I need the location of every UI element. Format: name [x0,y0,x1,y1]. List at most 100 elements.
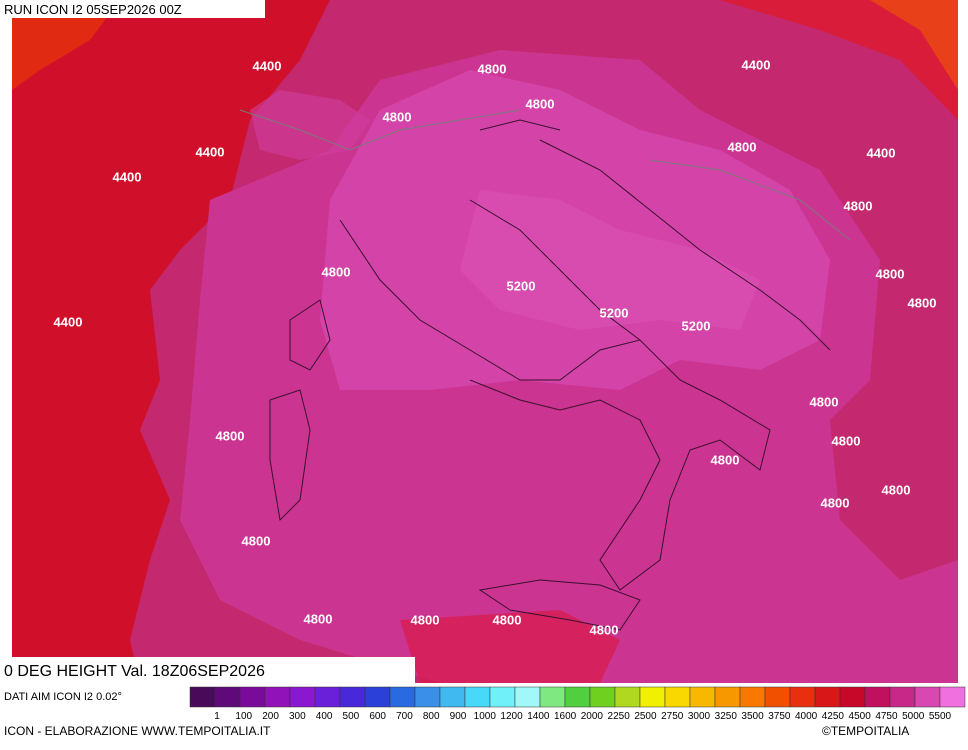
contour-label: 5200 [507,278,536,293]
legend-swatch [864,686,891,708]
legend-swatch [214,686,241,708]
map-title: 0 DEG HEIGHT Val. 18Z06SEP2026 [4,663,265,680]
orange-region-ne [870,0,958,90]
legend-swatch [664,686,691,708]
legend-label: 5000 [902,711,925,722]
legend-label: 300 [289,711,306,722]
legend-swatch [639,686,666,708]
alps-region [250,90,370,160]
legend-label: 3500 [741,711,764,722]
contour-label: 4800 [216,428,245,443]
light-pink-region [460,190,760,330]
legend-label: 900 [450,711,467,722]
footer-right: ©TEMPOITALIA [822,724,909,738]
legend-label: 1 [214,711,220,722]
contour-label: 4800 [844,198,873,213]
contour-label: 4800 [728,139,757,154]
legend-swatch [414,686,441,708]
contour-label: 4400 [867,145,896,160]
legend-swatch [914,686,941,708]
contour-label: 4800 [242,533,271,548]
contour-label: 5200 [682,318,711,333]
legend-swatch [264,686,291,708]
legend-label: 2250 [608,711,631,722]
contour-label: 4800 [411,612,440,627]
contour-label: 4800 [821,495,850,510]
legend-swatch [539,686,566,708]
legend-swatch [589,686,616,708]
legend-swatch [364,686,391,708]
legend-label: 200 [262,711,279,722]
legend-caption: DATI AIM ICON I2 0.02° [4,691,122,703]
contour-label: 5200 [600,305,629,320]
run-label: RUN ICON I2 05SEP2026 00Z [4,2,182,17]
legend-label: 1400 [527,711,550,722]
orange-region [12,0,120,90]
legend-label: 3000 [688,711,711,722]
legend-swatch [614,686,641,708]
legend-swatch [764,686,791,708]
contour-label: 4400 [742,57,771,72]
legend-swatch [789,686,816,708]
legend-swatch [814,686,841,708]
borders [239,109,851,241]
legend-swatch [714,686,741,708]
legend-label: 100 [235,711,252,722]
contour-label: 4800 [908,295,937,310]
legend-label: 500 [343,711,360,722]
contour-label: 4800 [832,433,861,448]
legend-label: 600 [369,711,386,722]
red-region-ne [720,0,958,120]
legend-label: 4750 [875,711,898,722]
contour-label: 4400 [196,144,225,159]
legend-swatch [889,686,916,708]
legend-swatch [489,686,516,708]
red-south [400,610,620,683]
legend-label: 400 [316,711,333,722]
contour-label: 4400 [113,169,142,184]
legend-swatch [289,686,316,708]
contour-label: 4800 [590,622,619,637]
contour-label: 4400 [54,314,83,329]
contour-label: 4800 [526,96,555,111]
title-box [0,657,415,683]
legend-label: 1600 [554,711,577,722]
legend-swatch [939,686,966,708]
coastlines [269,119,831,631]
legend-label: 1200 [500,711,523,722]
contour-label: 4800 [711,452,740,467]
contour-label: 4800 [383,109,412,124]
contour-label: 4400 [253,58,282,73]
legend-swatch [689,686,716,708]
legend-label: 4250 [822,711,845,722]
legend-swatch [564,686,591,708]
legend-swatch [339,686,366,708]
legend-swatch [514,686,541,708]
legend-label: 2000 [581,711,604,722]
contour-label: 4800 [876,266,905,281]
legend-label: 700 [396,711,413,722]
legend-label: 3250 [715,711,738,722]
contour-label: 4800 [810,394,839,409]
legend-label: 4500 [849,711,872,722]
legend-swatch [389,686,416,708]
legend-label: 3750 [768,711,791,722]
legend-swatch [839,686,866,708]
legend-label: 4000 [795,711,818,722]
legend-swatch [439,686,466,708]
contour-label: 4800 [882,482,911,497]
contour-label: 4800 [322,264,351,279]
legend-swatch [239,686,266,708]
legend-label: 800 [423,711,440,722]
contour-label: 4800 [304,611,333,626]
contour-label: 4800 [493,612,522,627]
legend-swatch [314,686,341,708]
legend-swatch [739,686,766,708]
legend-swatch [189,686,216,708]
legend-label: 1000 [474,711,497,722]
legend-swatch [464,686,491,708]
legend-label: 5500 [929,711,952,722]
contour-label: 4800 [478,61,507,76]
